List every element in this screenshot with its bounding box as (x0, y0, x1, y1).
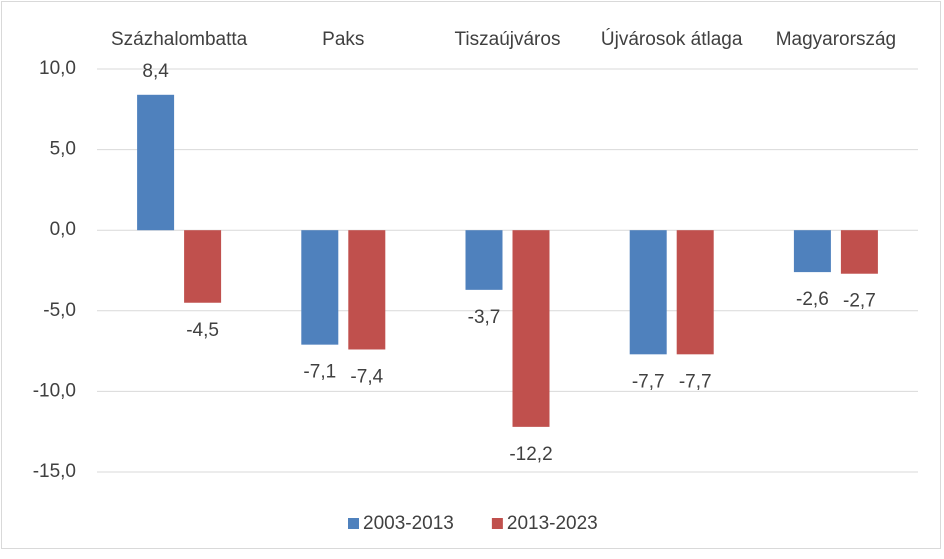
legend-label: 2003-2013 (363, 513, 454, 534)
bar (465, 230, 503, 290)
value-label: -7,1 (303, 362, 336, 383)
y-tick-label: 0,0 (50, 219, 76, 240)
value-label: -2,6 (796, 289, 829, 310)
category-label: Újvárosok átlaga (601, 28, 743, 50)
y-tick-label: -15,0 (33, 461, 76, 482)
category-label: Százhalombatta (111, 29, 248, 50)
bar (184, 230, 222, 303)
category-label: Tiszaújváros (455, 29, 561, 50)
y-tick-label: 5,0 (50, 139, 76, 160)
legend-label: 2013-2023 (507, 513, 598, 534)
legend-swatch (491, 518, 503, 529)
value-label: -2,7 (843, 291, 876, 312)
bar (793, 230, 831, 273)
bar (512, 230, 550, 427)
bar (137, 94, 175, 231)
category-label: Magyarország (776, 29, 896, 50)
y-tick-label: -5,0 (43, 300, 76, 321)
bar (348, 230, 386, 350)
value-label: 8,4 (142, 61, 169, 82)
bar (840, 230, 878, 274)
value-label: -7,7 (632, 371, 665, 392)
value-label: -4,5 (186, 320, 219, 341)
value-label: -12,2 (509, 444, 552, 465)
value-label: -3,7 (468, 307, 501, 328)
value-label: -7,4 (350, 367, 383, 388)
bar (629, 230, 667, 355)
y-tick-label: 10,0 (39, 58, 76, 79)
value-label: -7,7 (679, 371, 712, 392)
bar (301, 230, 339, 345)
category-label: Paks (322, 29, 364, 50)
y-tick-label: -10,0 (33, 380, 76, 401)
legend-swatch (348, 518, 359, 529)
bar (676, 230, 714, 355)
